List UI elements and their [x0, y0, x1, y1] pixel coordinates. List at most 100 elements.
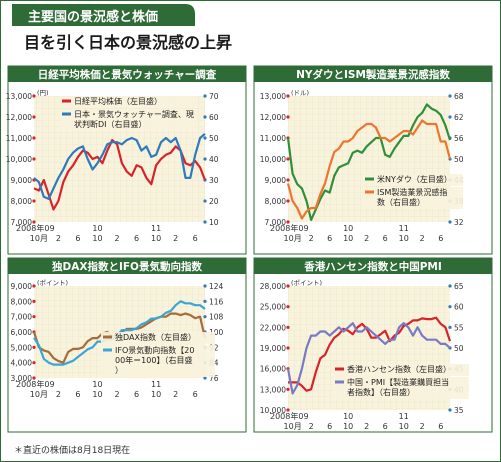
- x-tick-label: 2008年09: [16, 379, 55, 389]
- legend-label: 者指数】（右目盛）: [347, 387, 415, 397]
- legend-label: 00年＝100】（右目盛: [115, 355, 192, 365]
- x-tick-label: 10: [151, 390, 161, 399]
- x-year-label: 11: [399, 224, 409, 233]
- panel-title-bar: [254, 66, 492, 82]
- x-tick-label: 10: [399, 422, 409, 431]
- left-tick-label: 11,000: [260, 134, 286, 143]
- x-year-label: 10: [343, 412, 353, 421]
- series-line: [33, 132, 206, 200]
- left-tick-label: 10,000: [6, 155, 32, 164]
- right-tick-label: 76: [209, 374, 219, 383]
- chart-title: 香港ハンセン指数と中国PMI: [303, 260, 442, 273]
- left-tick-label: 4,000: [11, 359, 33, 368]
- x-year-label: 10: [92, 224, 102, 233]
- legend-backdrop: [363, 187, 463, 209]
- left-tick-label: 11,000: [6, 134, 32, 143]
- x-tick-label: 10: [92, 234, 102, 243]
- right-tick-dot: [203, 284, 207, 288]
- legend-label: 日経平均株価（左目盛）: [74, 96, 162, 106]
- page-headline: 目を引く日本の景況感の上昇: [24, 33, 232, 52]
- right-tick-dot: [203, 199, 207, 203]
- x-tick-label: 6: [327, 234, 332, 243]
- left-tick-dot: [286, 157, 290, 161]
- right-tick-dot: [203, 115, 207, 119]
- right-tick-label: 100: [209, 328, 224, 337]
- right-tick-label: 70: [209, 92, 219, 101]
- legend-label: 米NYダウ（左目盛）: [377, 174, 452, 184]
- right-tick-dot: [448, 305, 452, 309]
- x-tick-label: 6: [383, 422, 388, 431]
- x-tick-label: 2008年09: [270, 223, 309, 233]
- left-tick-label: 3,000: [11, 374, 33, 383]
- right-tick-label: 50: [209, 134, 219, 143]
- legend: 米NYダウ（左目盛） ISM製造業景況感指数（右目盛）: [363, 174, 463, 209]
- left-tick-label: 9,000: [265, 176, 287, 185]
- legend-backdrop: [363, 174, 463, 186]
- chart-panel-3: 独DAX指数とIFO景気動向指数 9,000 8,000 7,000 6,000 5,00…: [7, 257, 247, 433]
- right-tick-dot: [203, 299, 207, 303]
- left-tick-label: 13,000: [6, 92, 32, 101]
- right-tick-dot: [448, 220, 452, 224]
- left-unit-label: (ポイント): [37, 279, 68, 287]
- left-tick-label: 13,000: [260, 92, 286, 101]
- x-tick-label: 10: [399, 234, 409, 243]
- left-tick-dot: [286, 346, 290, 350]
- right-tick-dot: [448, 94, 452, 98]
- x-tick-label: 2: [56, 390, 61, 399]
- left-tick-label: 9,000: [11, 176, 33, 185]
- x-tick-label: 2008年09: [270, 411, 309, 421]
- left-tick-dot: [32, 136, 36, 140]
- chart-panel-4: 香港ハンセン指数と中国PMI 28,000 25,000 22,000 19,000 16…: [253, 257, 493, 433]
- series-line: [33, 139, 207, 211]
- right-tick-label: 20: [209, 197, 219, 206]
- x-year-label: 10: [343, 224, 353, 233]
- x-tick-label: 6: [193, 234, 198, 243]
- left-tick-label: 28,000: [260, 282, 286, 291]
- right-tick-label: 108: [209, 313, 224, 322]
- legend-backdrop: [101, 332, 215, 344]
- x-tick-label: 2: [364, 234, 369, 243]
- left-tick-dot: [286, 284, 290, 288]
- x-tick-label: 10月: [284, 422, 302, 431]
- legend-backdrop: [101, 345, 215, 377]
- left-tick-dot: [32, 299, 36, 303]
- left-tick-label: 22,000: [260, 323, 286, 332]
- legend-label: 独DAX指数（左目盛）: [115, 332, 196, 342]
- series-line: [288, 316, 452, 392]
- right-tick-label: 60: [454, 303, 464, 312]
- right-tick-dot: [448, 284, 452, 288]
- left-tick-dot: [32, 361, 36, 365]
- left-tick-label: 25,000: [260, 303, 286, 312]
- left-tick-dot: [286, 387, 290, 391]
- legend-backdrop: [60, 96, 198, 108]
- x-tick-label: 10月: [30, 234, 48, 243]
- legend-backdrop: [333, 377, 469, 399]
- left-tick-label: 7,000: [11, 313, 33, 322]
- x-tick-label: 6: [438, 234, 443, 243]
- left-tick-dot: [286, 94, 290, 98]
- legend-label: IFO景気動向指数【20: [115, 345, 194, 355]
- x-tick-label: 2: [56, 234, 61, 243]
- left-tick-label: 7,000: [265, 218, 287, 227]
- left-tick-dot: [286, 305, 290, 309]
- chart-title: NYダウとISM製造業景況感指数: [296, 68, 450, 81]
- left-tick-label: 8,000: [11, 297, 33, 306]
- left-tick-label: 7,000: [11, 218, 33, 227]
- left-tick-dot: [286, 199, 290, 203]
- x-year-label: 11: [151, 224, 161, 233]
- x-year-label: 10: [92, 380, 102, 389]
- left-tick-label: 12,000: [6, 113, 32, 122]
- left-tick-dot: [286, 325, 290, 329]
- right-tick-dot: [203, 315, 207, 319]
- right-tick-label: 62: [454, 113, 464, 122]
- header-tag: 主要国の景況感と株価: [28, 9, 158, 25]
- right-tick-label: 55: [454, 323, 464, 332]
- left-tick-dot: [32, 376, 36, 380]
- panel-title-bar: [8, 258, 246, 274]
- right-tick-dot: [203, 376, 207, 380]
- right-tick-label: 32: [454, 218, 464, 227]
